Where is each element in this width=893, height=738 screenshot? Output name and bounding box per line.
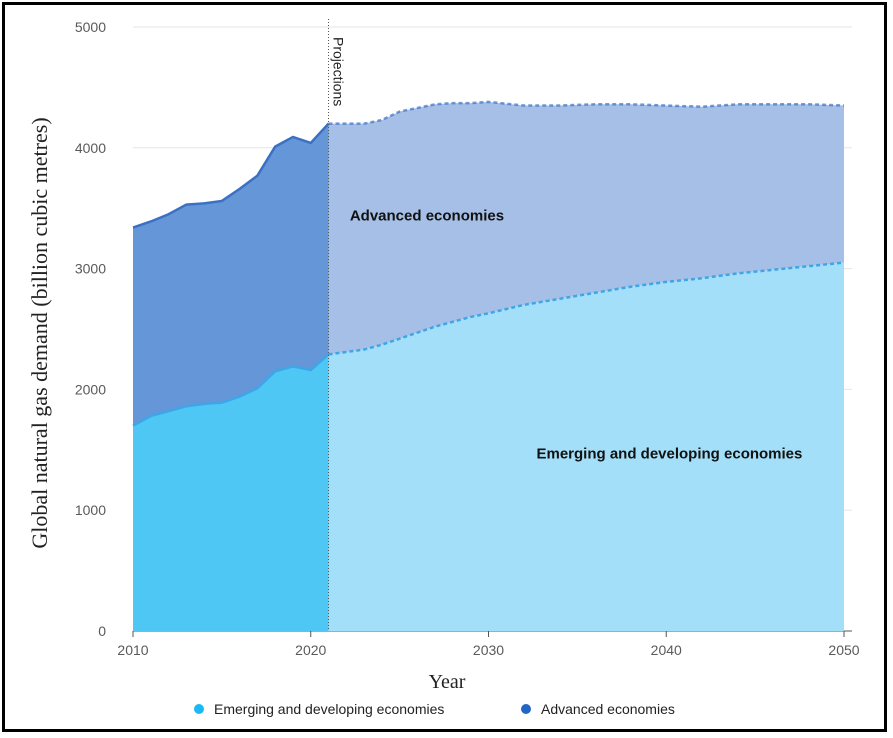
y-axis-title: Global natural gas demand (billion cubic… <box>27 117 52 548</box>
area-emerging-historical <box>133 354 329 631</box>
line-advanced-historical <box>132 122 330 229</box>
x-tick-label-2: 2030 <box>473 642 504 658</box>
legend-marker-emerging <box>194 704 204 714</box>
legend-label-advanced: Advanced economies <box>541 701 675 717</box>
x-tick-label-4: 2050 <box>828 642 859 658</box>
y-tick-label-5: 5000 <box>75 19 106 35</box>
annotation-1: Emerging and developing economies <box>536 445 802 462</box>
line-emerging-projected <box>328 261 845 356</box>
line-emerging-historical <box>132 353 330 427</box>
legend: Emerging and developing economies Advance… <box>194 701 675 717</box>
line-advanced-projected <box>328 100 845 125</box>
x-tick-label-1: 2020 <box>295 642 326 658</box>
y-tick-label-4: 4000 <box>75 140 106 156</box>
axes: 2010 2020 2030 2040 2050 0 1000 2000 3000 4000 500… <box>75 19 860 658</box>
x-tick-label-0: 2010 <box>117 642 148 658</box>
x-tick-label-3: 2040 <box>651 642 682 658</box>
annotation-0: Advanced economies <box>350 207 504 224</box>
series-lines <box>132 19 845 631</box>
y-tick-label-2: 2000 <box>75 381 106 397</box>
y-tick-label-0: 0 <box>98 623 106 639</box>
projection-label: Projections <box>331 37 347 106</box>
legend-marker-advanced <box>521 704 531 714</box>
labels: Projections Year Global natural gas demand… <box>27 37 802 693</box>
legend-label-emerging: Emerging and developing economies <box>214 701 444 717</box>
x-axis-title: Year <box>429 671 466 693</box>
area-advanced-projected <box>328 101 844 355</box>
area-emerging-projected <box>328 262 844 631</box>
area-advanced-historical <box>133 123 329 426</box>
y-tick-label-3: 3000 <box>75 261 106 277</box>
y-tick-label-1: 1000 <box>75 502 106 518</box>
plot-areas <box>133 101 844 631</box>
